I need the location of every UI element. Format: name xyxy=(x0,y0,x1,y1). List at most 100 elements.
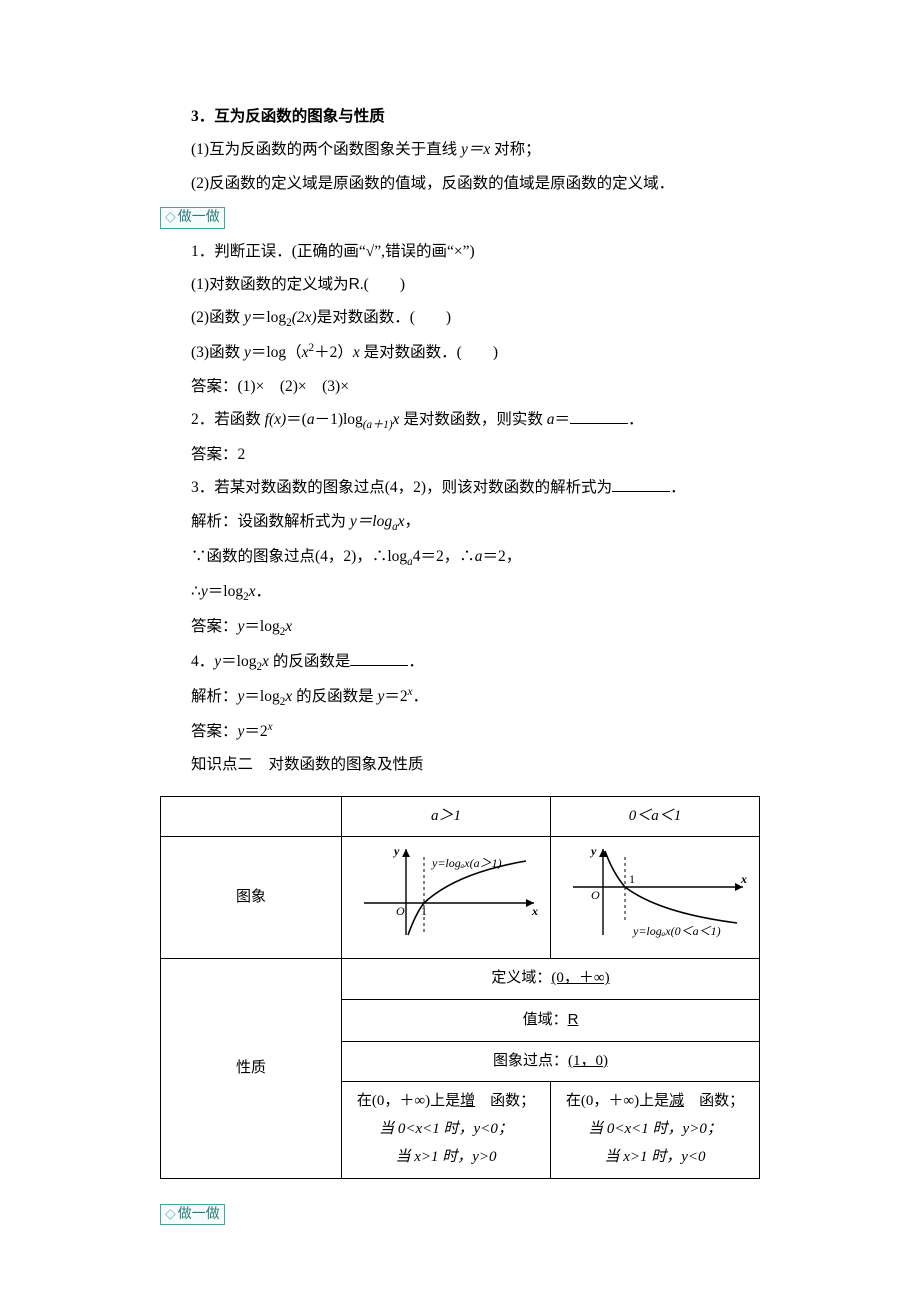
text: 4＝2，∴ xyxy=(413,548,475,565)
q1-item1: (1)对数函数的定义域为R.( ) xyxy=(160,268,760,301)
x: x xyxy=(302,344,309,361)
practice-badge: ◇做一做 xyxy=(160,200,760,235)
text: ∴ xyxy=(191,583,201,600)
domain-cell: 定义域：(0，＋∞) xyxy=(342,959,760,1000)
passpoint-cell: 图象过点：(1，0) xyxy=(342,1041,760,1082)
graph-cell-dec: O 1 x y y=logₐx(0＜a＜1) xyxy=(551,837,760,959)
eq2: ＝ xyxy=(554,411,570,428)
row-label-graph: 图象 xyxy=(161,837,342,959)
text: 图象过点： xyxy=(493,1053,568,1069)
text: 当 x>1 时，y>0 xyxy=(346,1144,546,1172)
one-label: 1 xyxy=(629,872,635,886)
text: (2)函数 xyxy=(191,309,244,326)
y: y xyxy=(201,583,208,600)
text: 0＜a＜1 xyxy=(629,808,682,824)
fill-blank xyxy=(612,476,670,493)
eq: y＝x xyxy=(461,141,490,158)
y-axis-label: y xyxy=(392,844,400,858)
range-cell: 值域：R xyxy=(342,999,760,1041)
q3-sol2: ∵函数的图象过点(4，2)，∴loga4＝2，∴a＝2， xyxy=(160,540,760,575)
origin-label: O xyxy=(591,888,600,902)
text: (3)函数 xyxy=(191,344,244,361)
y-axis-label: y xyxy=(589,844,597,858)
text: 值域： xyxy=(523,1012,568,1028)
q1-item2: (2)函数 y＝log2(2x)是对数函数．( ) xyxy=(160,301,760,336)
eq: ＝log xyxy=(251,309,286,326)
text: ． xyxy=(256,583,272,600)
x-axis-label: x xyxy=(740,872,747,886)
plus2: ＋2） xyxy=(314,344,353,361)
x: x xyxy=(249,583,256,600)
fill-blank xyxy=(350,649,408,666)
table-row: 图象 O 1 x y y=logₐx(a＞1) xyxy=(161,837,760,959)
q4-sol: 解析：y＝log2x 的反函数是 y＝2x． xyxy=(160,680,760,715)
text: 当 0<x<1 时，y>0； xyxy=(555,1116,755,1144)
y: y xyxy=(244,344,251,361)
q1-stem: 1．判断正误．(正确的画“√”,错误的画“×”) xyxy=(160,235,760,268)
text: 在(0，＋∞)上是 xyxy=(566,1093,669,1109)
text: －1)log xyxy=(315,411,363,428)
text: 答案： xyxy=(191,618,238,635)
th-blank xyxy=(161,796,342,837)
text: .( ) xyxy=(360,276,405,293)
curve-label: y=logₐx(0＜a＜1) xyxy=(632,924,721,938)
text: 的反函数是 xyxy=(269,653,350,670)
text: 解析：设函数解析式为 xyxy=(191,513,350,530)
set-R: R xyxy=(349,276,360,293)
graph-cell-inc: O 1 x y y=logₐx(a＞1) xyxy=(342,837,551,959)
text: 的反函数是 xyxy=(292,688,377,705)
text: ． xyxy=(670,479,686,496)
q1-item3: (3)函数 y＝log（x2＋2）x 是对数函数．( ) xyxy=(160,336,760,369)
mono-inc-cell: 在(0，＋∞)上是增 函数； 当 0<x<1 时，y<0； 当 x>1 时，y>… xyxy=(342,1082,551,1178)
q4-answer: 答案：y＝2x xyxy=(160,715,760,748)
origin-label: O xyxy=(396,904,405,918)
range-value: R xyxy=(568,1011,579,1028)
text: 解析： xyxy=(191,688,238,705)
section3-p2: (2)反函数的定义域是原函数的值域，反函数的值域是原函数的定义域． xyxy=(160,167,760,200)
text: 当 0<x<1 时，y<0； xyxy=(346,1116,546,1144)
text: 3．若某对数函数的图象过点(4，2)，则该对数函数的解析式为 xyxy=(191,479,612,496)
text: 在(0，＋∞)上是 xyxy=(357,1093,460,1109)
text: 是对数函数，则实数 xyxy=(399,411,546,428)
text: (1)对数函数的定义域为 xyxy=(191,276,349,293)
text: 4． xyxy=(191,653,214,670)
eq: ＝log xyxy=(208,583,243,600)
eq: ＝( xyxy=(286,411,307,428)
x: x xyxy=(353,344,360,361)
q3-stem: 3．若某对数函数的图象过点(4，2)，则该对数函数的解析式为 ． xyxy=(160,471,760,504)
x: x xyxy=(285,618,292,635)
eq: ＝2 xyxy=(384,688,407,705)
badge-label: 做一做 xyxy=(178,210,220,225)
log-graph-decreasing-icon: O 1 x y y=logₐx(0＜a＜1) xyxy=(555,843,755,941)
kp2-title: 知识点二 对数函数的图象及性质 xyxy=(160,748,760,781)
eq: ＝2 xyxy=(244,723,267,740)
text: 对称； xyxy=(490,141,540,158)
eq: ＝log（ xyxy=(251,344,302,361)
sub: (a＋1) xyxy=(363,419,393,431)
row-label-prop: 性质 xyxy=(161,959,342,1179)
mono-dec-cell: 在(0，＋∞)上是减 函数； 当 0<x<1 时，y>0； 当 x>1 时，y<… xyxy=(551,1082,760,1178)
text: 函数； xyxy=(475,1093,535,1109)
q3-sol1: 解析：设函数解析式为 y＝logax， xyxy=(160,505,760,540)
badge-label: 做一做 xyxy=(178,1207,220,1222)
sup: x xyxy=(268,721,273,733)
x: x xyxy=(398,513,405,530)
text: 2．若函数 xyxy=(191,411,265,428)
text: 当 x>1 时，y<0 xyxy=(555,1144,755,1172)
q2-stem: 2．若函数 f(x)＝(a－1)log(a＋1)x 是对数函数，则实数 a＝． xyxy=(160,403,760,438)
domain-value: (0，＋∞) xyxy=(551,970,609,986)
text: ＝2， xyxy=(482,548,521,565)
document-page: 3．互为反函数的图象与性质 (1)互为反函数的两个函数图象关于直线 y＝x 对称… xyxy=(0,0,920,1291)
q3-sol3: ∴y＝log2x． xyxy=(160,575,760,610)
text: ． xyxy=(628,411,644,428)
text: ， xyxy=(405,513,421,530)
text: ． xyxy=(413,688,429,705)
q3-answer: 答案：y＝log2x xyxy=(160,610,760,645)
q4-stem: 4．y＝log2x 的反函数是． xyxy=(160,645,760,680)
a: a xyxy=(307,411,315,428)
x-axis-label: x xyxy=(531,904,538,918)
section3-title: 3．互为反函数的图象与性质 xyxy=(160,100,760,133)
eq: ＝log xyxy=(221,653,256,670)
f: f(x) xyxy=(265,411,287,428)
text: 定义域： xyxy=(491,970,551,986)
